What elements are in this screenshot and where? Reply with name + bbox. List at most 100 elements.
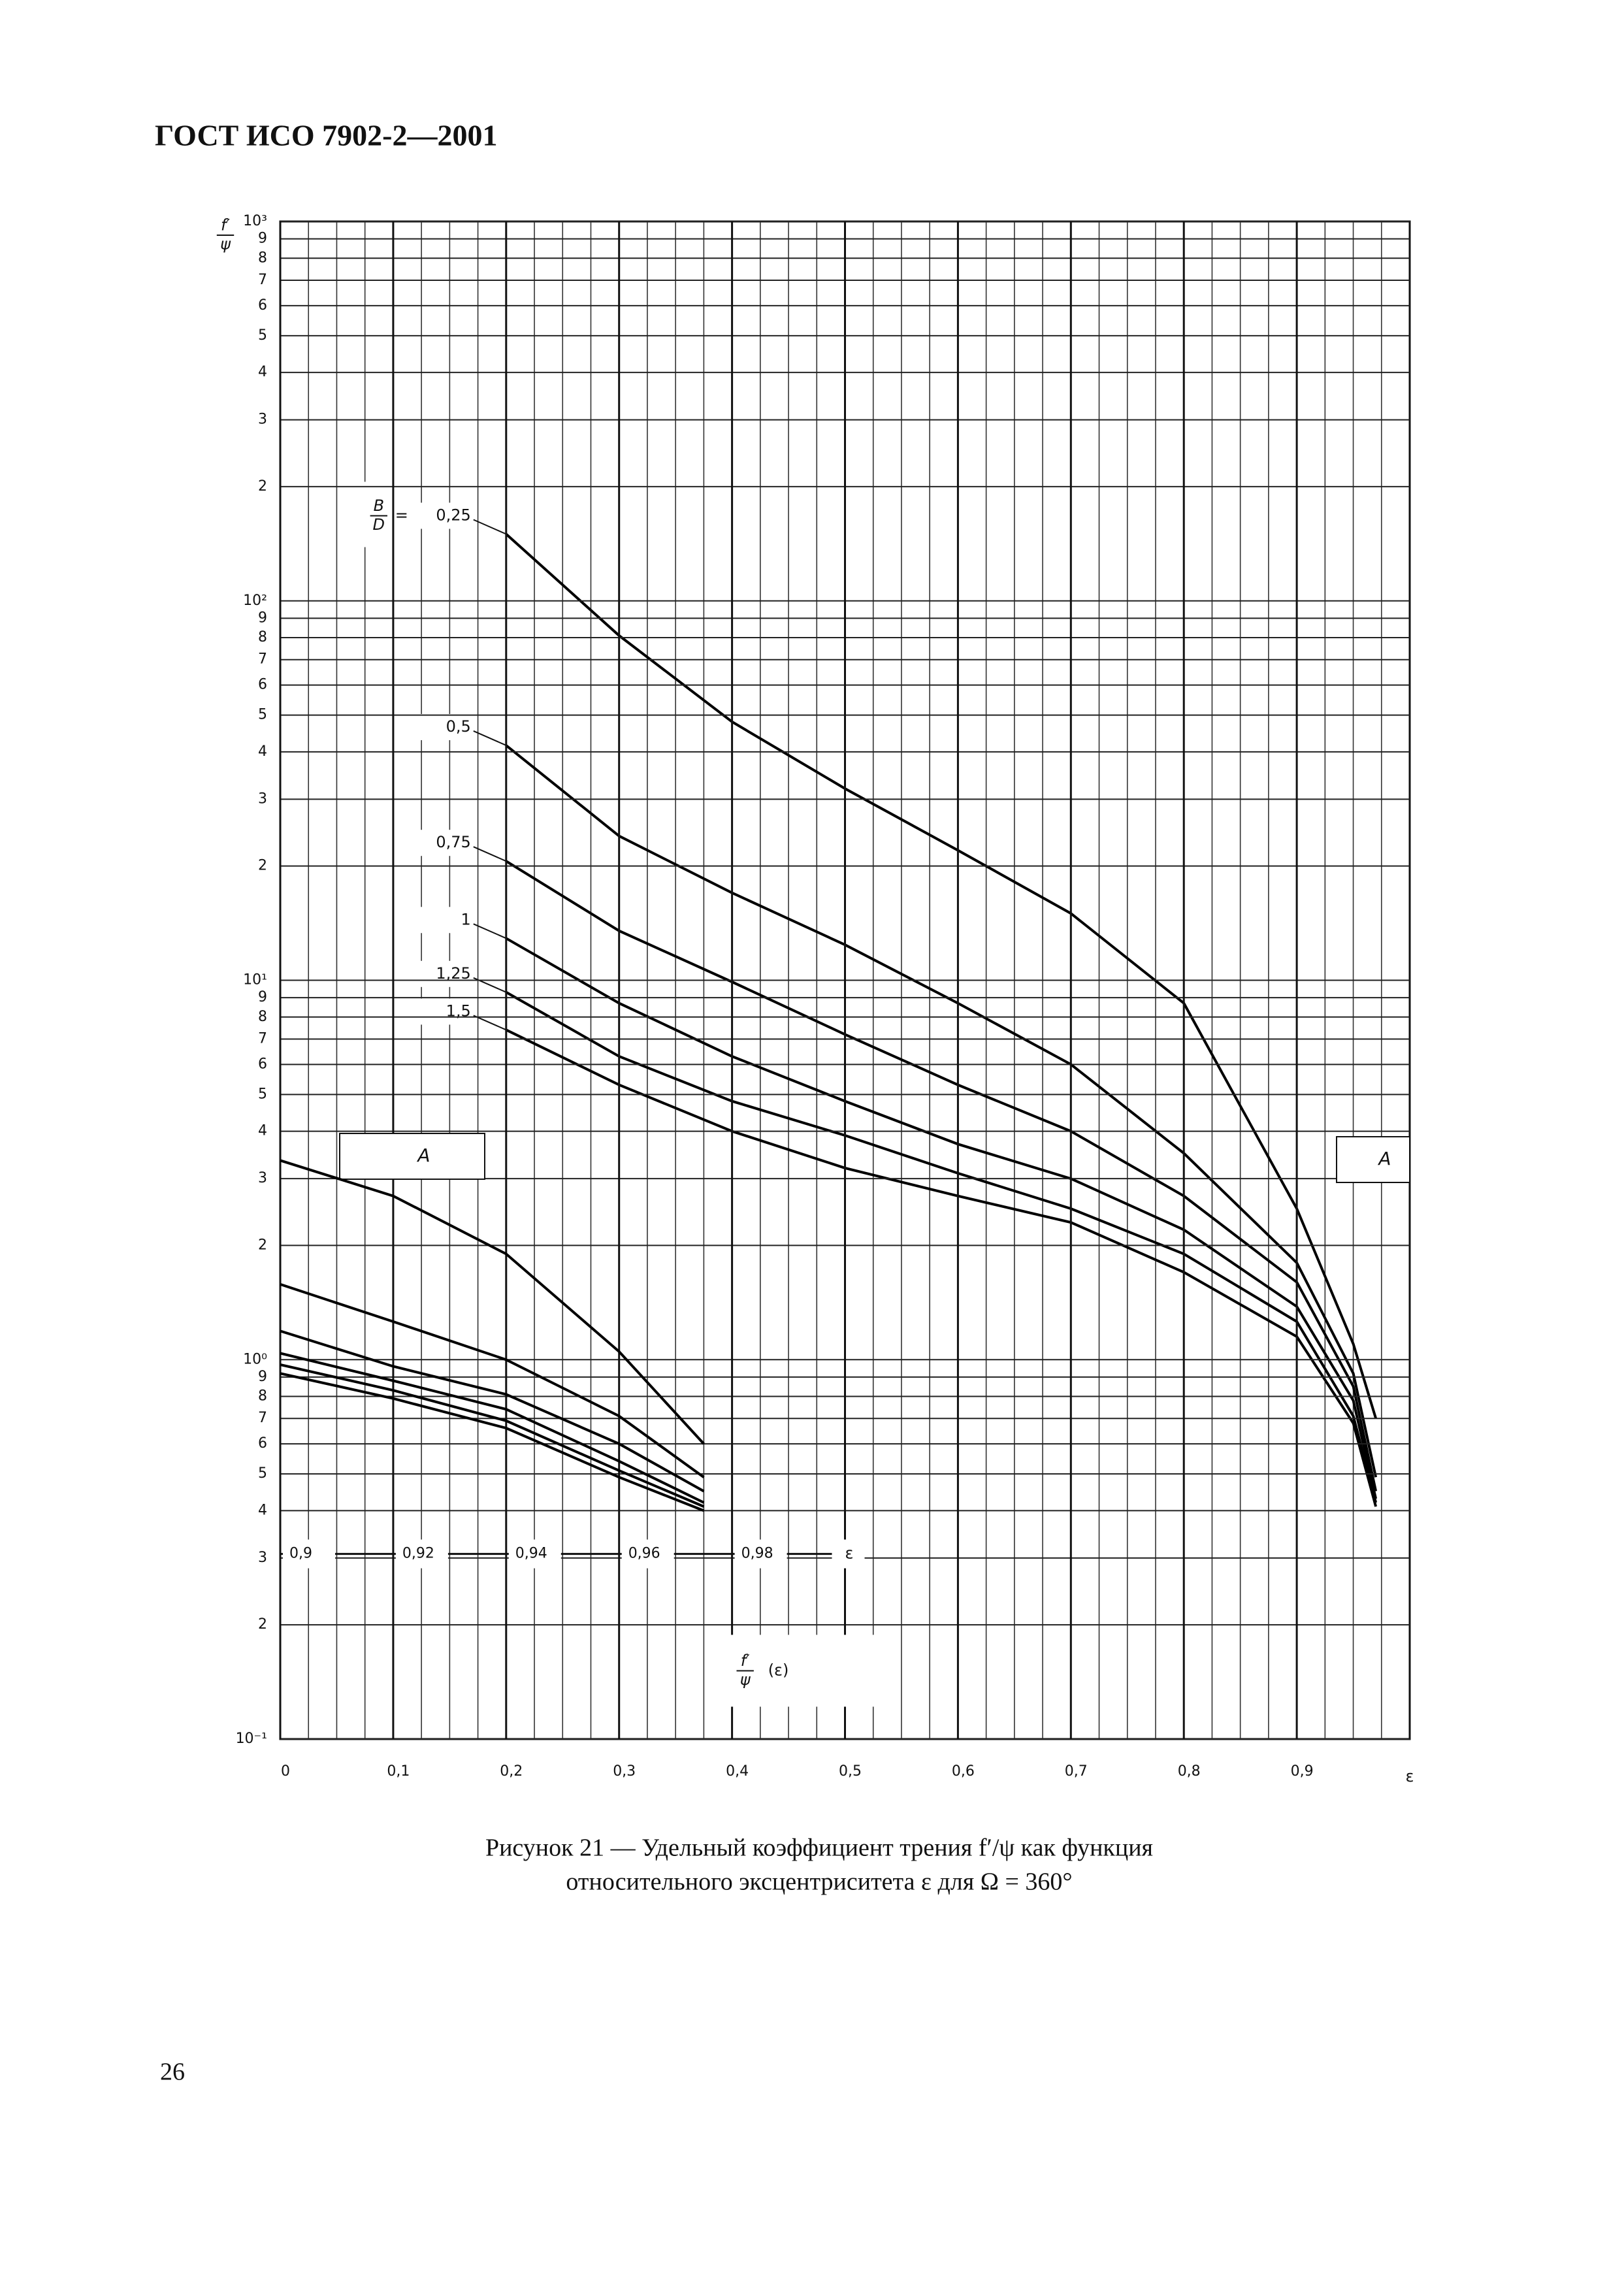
y-tick-label: 7 bbox=[258, 651, 267, 668]
x-axis-label: ε bbox=[1406, 1767, 1414, 1785]
series-label: 1,25 bbox=[436, 964, 470, 983]
fraction-numerator: f′ bbox=[221, 216, 230, 235]
y-tick-label: 3 bbox=[258, 1170, 267, 1186]
inset-x-tick-label: 0,9 bbox=[289, 1546, 312, 1562]
y-tick-label: 8 bbox=[258, 250, 267, 266]
label-bg bbox=[283, 1539, 335, 1569]
annotation: A bbox=[416, 1145, 430, 1166]
inset-x-axis-label: ε bbox=[845, 1544, 854, 1563]
label-bg bbox=[734, 1539, 787, 1569]
y-tick-label: 6 bbox=[258, 297, 267, 314]
annotation: A bbox=[1377, 1148, 1391, 1169]
label-bg bbox=[832, 1539, 865, 1569]
y-tick-label: 3 bbox=[258, 412, 267, 428]
x-tick-label: 0,8 bbox=[1178, 1763, 1201, 1780]
label-bg bbox=[355, 481, 415, 547]
y-tick-label: 9 bbox=[258, 610, 267, 626]
label-bg bbox=[408, 713, 471, 740]
x-tick-label: 0,1 bbox=[387, 1763, 410, 1780]
y-tick-label: 9 bbox=[258, 1369, 267, 1385]
x-tick-label: 0,3 bbox=[613, 1763, 636, 1780]
y-tick-label: 6 bbox=[258, 677, 267, 693]
label-bg bbox=[508, 1539, 561, 1569]
label-bg bbox=[621, 1539, 674, 1569]
y-tick-label: 9 bbox=[258, 989, 267, 1005]
x-tick-label: 0,4 bbox=[726, 1763, 749, 1780]
curve bbox=[280, 1352, 705, 1504]
y-tick-label: 5 bbox=[258, 1086, 267, 1102]
curve bbox=[505, 991, 1378, 1503]
y-tick-label: 5 bbox=[258, 1465, 267, 1482]
inset-y-argument: (ε) bbox=[768, 1661, 789, 1679]
caption-line: относительного эксцентриситета ε для Ω =… bbox=[566, 1868, 1072, 1896]
fraction-numerator: f′ bbox=[741, 1652, 750, 1670]
y-tick-label: 8 bbox=[258, 1009, 267, 1025]
y-tick-label: 4 bbox=[258, 1123, 267, 1139]
inset-x-tick-label: 0,92 bbox=[402, 1546, 434, 1562]
x-tick-label: 0,9 bbox=[1291, 1763, 1314, 1780]
x-tick-label: 0,5 bbox=[839, 1763, 862, 1780]
y-tick-label: 2 bbox=[258, 858, 267, 874]
curve bbox=[505, 533, 1378, 1419]
y-tick-label: 4 bbox=[258, 1502, 267, 1518]
y-tick-label: 2 bbox=[258, 1237, 267, 1253]
series-label: 0,75 bbox=[436, 833, 470, 851]
y-tick-label: 2 bbox=[258, 478, 267, 495]
curve bbox=[280, 1159, 705, 1445]
curve bbox=[280, 1283, 705, 1478]
fraction-denominator: ψ bbox=[740, 1670, 751, 1689]
y-tick-label: 10² bbox=[243, 593, 267, 609]
annotation-box bbox=[1336, 1136, 1410, 1183]
x-tick-label: 0 bbox=[281, 1763, 290, 1780]
label-bg bbox=[408, 907, 471, 934]
label-leader bbox=[473, 1015, 507, 1031]
y-tick-label: 2 bbox=[258, 1616, 267, 1633]
fraction-denominator: D bbox=[373, 515, 385, 534]
series-label: 0,5 bbox=[446, 717, 471, 736]
y-tick-label: 6 bbox=[258, 1435, 267, 1452]
y-tick-label: 10³ bbox=[243, 213, 267, 229]
y-tick-label: 10¹ bbox=[243, 972, 267, 988]
chart: 0,25BD=0,50,7511,251,510³9876543210²9876… bbox=[216, 213, 1414, 1785]
y-tick-label: 6 bbox=[258, 1056, 267, 1072]
label-leader bbox=[473, 519, 507, 535]
label-bg bbox=[408, 830, 471, 856]
y-tick-label: 3 bbox=[258, 790, 267, 807]
y-tick-label: 10⁻¹ bbox=[236, 1731, 267, 1747]
x-tick-label: 0,7 bbox=[1065, 1763, 1088, 1780]
y-tick-label: 7 bbox=[258, 1030, 267, 1047]
curve bbox=[505, 744, 1378, 1478]
y-tick-label: 3 bbox=[258, 1550, 267, 1566]
label-bg bbox=[395, 1539, 448, 1569]
curve bbox=[505, 860, 1378, 1492]
label-bg bbox=[408, 502, 471, 529]
series-label: 1 bbox=[461, 910, 471, 928]
y-tick-label: 8 bbox=[258, 1388, 267, 1405]
y-tick-label: 5 bbox=[258, 327, 267, 344]
inset-x-tick-label: 0,96 bbox=[628, 1546, 660, 1562]
inset-x-tick-label: 0,98 bbox=[741, 1546, 773, 1562]
y-tick-label: 5 bbox=[258, 707, 267, 723]
caption-line: Рисунок 21 — Удельный коэффициент трения… bbox=[485, 1834, 1153, 1862]
page-number: 26 bbox=[160, 2059, 185, 2086]
y-tick-label: 9 bbox=[258, 231, 267, 247]
label-leader bbox=[473, 730, 507, 746]
label-leader bbox=[473, 846, 507, 862]
y-tick-label: 8 bbox=[258, 629, 267, 645]
curve bbox=[280, 1329, 705, 1493]
legend-sign: = bbox=[395, 506, 408, 524]
y-tick-label: 7 bbox=[258, 272, 267, 288]
curve bbox=[505, 937, 1378, 1499]
y-tick-label: 4 bbox=[258, 743, 267, 760]
label-leader bbox=[473, 923, 507, 939]
inset-x-tick-label: 0,94 bbox=[515, 1546, 547, 1562]
annotation-box bbox=[339, 1133, 485, 1180]
header-title: ГОСТ ИСО 7902-2—2001 bbox=[155, 119, 497, 152]
x-tick-label: 0,6 bbox=[952, 1763, 975, 1780]
curve bbox=[280, 1372, 705, 1512]
y-tick-label: 4 bbox=[258, 364, 267, 380]
y-tick-label: 10⁰ bbox=[243, 1351, 267, 1367]
